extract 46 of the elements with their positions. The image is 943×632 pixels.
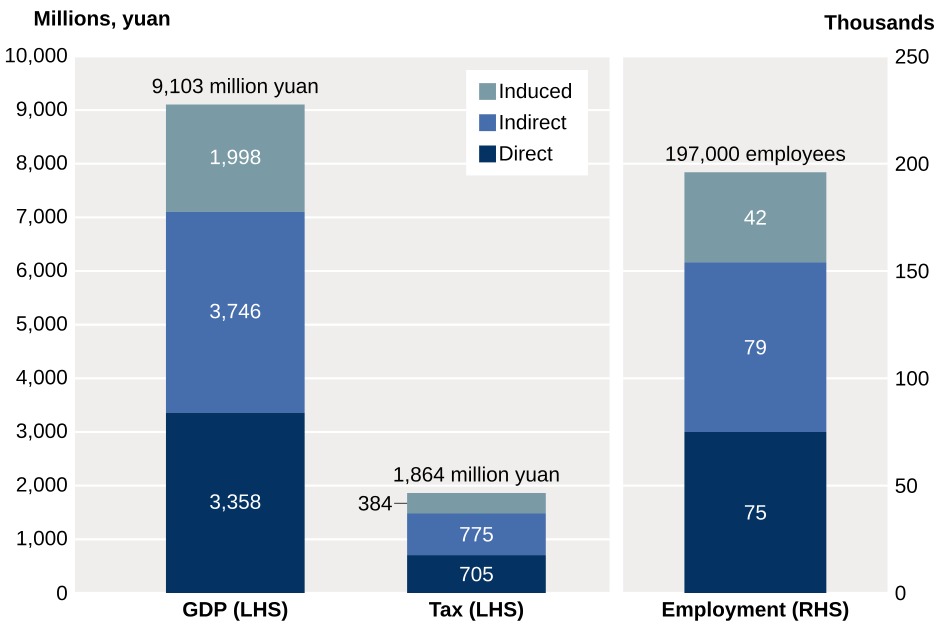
x-tick-label: Employment (RHS) [662,602,848,621]
y-tick-label: 5,000 [16,316,67,334]
y-tick-label: 10,000 [6,48,67,66]
data-label: 79 [744,340,766,355]
total-label: 197,000 employees [666,146,846,166]
y2-tick-label: 0 [896,586,906,600]
y2-tick-label: 250 [896,49,929,64]
y2-tick-label: 200 [896,156,929,172]
data-label: 384 [358,496,392,511]
total-label: 1,864 million yuan [394,466,559,486]
legend-label: Direct [500,146,553,161]
bar [166,104,305,212]
y2-tick-label: 50 [896,478,917,494]
y-tick-label: 7,000 [16,208,67,226]
bar [407,555,546,594]
legend-label: Indirect [500,114,566,130]
y-tick-label: 2,000 [16,477,67,494]
data-label: 75 [744,505,766,520]
bar [166,412,305,594]
data-label: 3,358 [210,494,260,512]
y-tick-label: 8,000 [16,155,67,172]
x-tick-label: GDP (LHS) [183,602,288,621]
y-tick-label: 0 [57,586,67,600]
y2-axis-title: Thousands [824,14,934,30]
data-label: 705 [460,566,493,582]
bar [684,172,826,263]
x-tick-label: Tax (LHS) [429,602,524,621]
bar [684,262,826,432]
data-label: 42 [744,210,766,225]
bar [684,432,826,594]
legend-label: Induced [500,83,572,98]
data-label: 775 [460,527,493,542]
bar [166,212,305,413]
y-axis-title: Millions, yuan [34,10,170,30]
y-tick-label: 1,000 [17,530,67,548]
y2-tick-label: 100 [896,371,929,386]
y-tick-label: 4,000 [16,370,67,387]
bar [407,514,546,556]
y-tick-label: 3,000 [16,424,67,441]
bar [407,493,546,514]
y2-tick-label: 150 [896,264,929,278]
y-tick-label: 6,000 [16,262,67,280]
y-tick-label: 9,000 [16,102,67,119]
total-label: 9,103 million yuan [152,78,318,98]
data-label: 3,746 [210,304,260,321]
data-label: 1,998 [210,150,260,167]
